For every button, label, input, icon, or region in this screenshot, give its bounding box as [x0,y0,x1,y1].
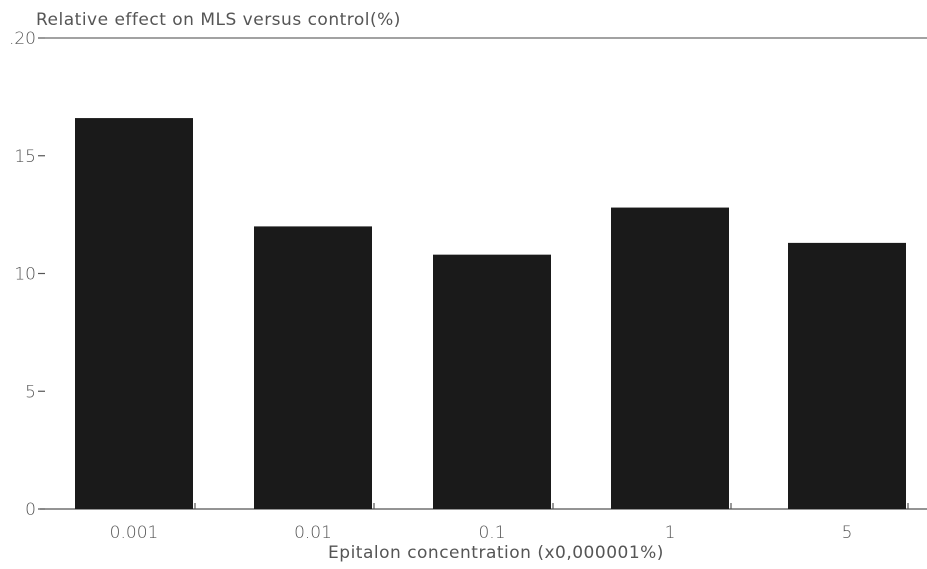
bar-0.001 [75,118,193,509]
y-tick-label: 0 [25,500,36,520]
x-tick-label: 0.1 [478,523,505,543]
x-tick-label: 0.001 [110,523,159,543]
bar-0.01 [254,226,372,509]
y-tick-label: 5 [25,382,36,402]
x-tick-label: 5 [842,523,853,543]
x-axis: 0.001 0.01 0.1 1 5 [110,503,909,543]
y-tick-label: 10 [14,265,36,285]
x-tick-label: 0.01 [294,523,332,543]
y-axis: 0 5 10 15 .20 [9,29,45,520]
y-tick-label: 15 [14,147,36,167]
bars-group [75,118,906,509]
x-tick-label: 1 [665,523,676,543]
y-tick-label: .20 [9,29,36,49]
bar-0.1 [433,254,551,509]
y-axis-title: Relative effect on MLS versus control(%) [36,10,401,30]
bar-5 [788,242,906,509]
bar-1 [611,207,729,509]
x-axis-title: Epitalon concentration (x0,000001%) [328,543,664,563]
